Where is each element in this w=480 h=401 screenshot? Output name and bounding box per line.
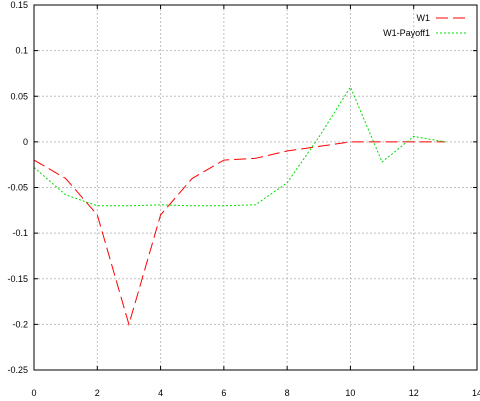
x-tick-label: 10 bbox=[345, 388, 355, 398]
y-tick-label: 0.15 bbox=[10, 0, 28, 10]
y-tick-label: 0 bbox=[23, 137, 28, 147]
x-tick-label: 6 bbox=[221, 388, 226, 398]
x-tick-label: 0 bbox=[31, 388, 36, 398]
y-tick-label: -0.15 bbox=[7, 274, 28, 284]
plot-frame bbox=[33, 4, 478, 371]
x-tick-label: 14 bbox=[472, 388, 480, 398]
y-tick-label: 0.05 bbox=[10, 91, 28, 101]
legend: W1 W1-Payoff1 bbox=[383, 13, 468, 38]
y-tick-label: -0.25 bbox=[7, 365, 28, 375]
y-tick-label: -0.1 bbox=[12, 228, 28, 238]
grid bbox=[34, 5, 477, 370]
x-tick-label: 4 bbox=[158, 388, 163, 398]
legend-label-0: W1 bbox=[417, 13, 431, 23]
y-tick-label: 0.1 bbox=[15, 46, 28, 56]
x-tick-label: 2 bbox=[95, 388, 100, 398]
series-lines bbox=[33, 86, 446, 327]
y-tick-label: -0.2 bbox=[12, 319, 28, 329]
x-tick-label: 8 bbox=[285, 388, 290, 398]
series-line-1 bbox=[33, 86, 446, 207]
y-tick-label: -0.05 bbox=[7, 183, 28, 193]
legend-label-1: W1-Payoff1 bbox=[383, 28, 430, 38]
series-line-0 bbox=[33, 141, 446, 327]
x-tick-label: 12 bbox=[409, 388, 419, 398]
